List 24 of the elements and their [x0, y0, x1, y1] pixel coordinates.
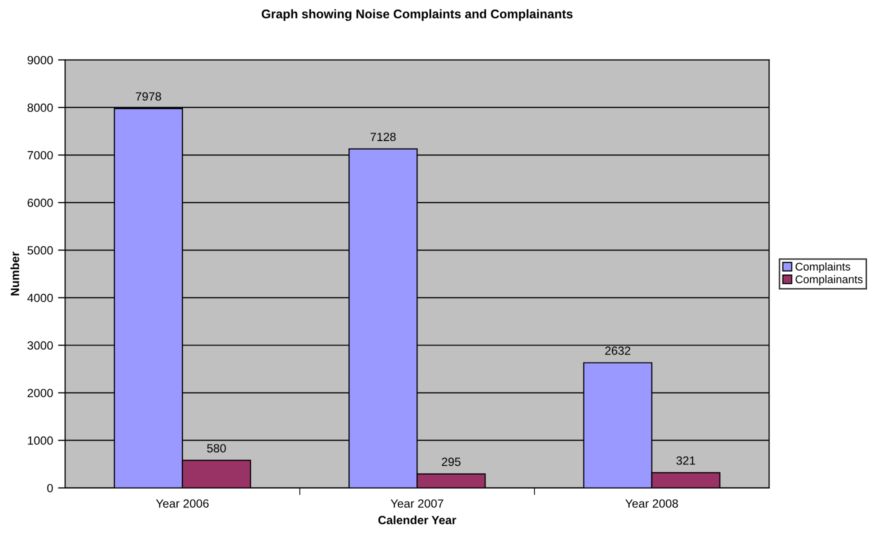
- legend-label: Complaints: [796, 262, 850, 273]
- x-tick-label: Year 2007: [390, 499, 444, 508]
- data-label: 580: [207, 444, 226, 452]
- x-tick-label: Year 2008: [625, 499, 678, 508]
- y-tick-label: 8000: [28, 104, 53, 112]
- y-tick-label: 6000: [28, 198, 53, 207]
- x-axis-title: Calender Year: [378, 516, 456, 524]
- data-label: 2632: [605, 346, 630, 355]
- chart-title: Graph showing Noise Complaints and Complainants: [262, 9, 573, 21]
- data-label: 295: [442, 458, 460, 466]
- data-label: 7978: [136, 92, 162, 101]
- y-tick-label: 7000: [28, 151, 53, 160]
- x-tick-label: Year 2006: [156, 499, 209, 508]
- data-label: 321: [676, 456, 696, 465]
- y-tick-label: 5000: [28, 246, 53, 255]
- data-label: 7128: [370, 132, 396, 142]
- y-tick-label: 1000: [28, 436, 53, 445]
- legend-label: Complainants: [796, 275, 863, 286]
- y-tick-label: 9000: [28, 56, 53, 64]
- y-axis-title: Number: [10, 252, 20, 296]
- y-tick-label: 4000: [27, 294, 53, 302]
- y-tick-label: 2000: [28, 388, 53, 398]
- y-tick-label: 0: [47, 484, 53, 492]
- y-tick-label: 3000: [28, 341, 53, 350]
